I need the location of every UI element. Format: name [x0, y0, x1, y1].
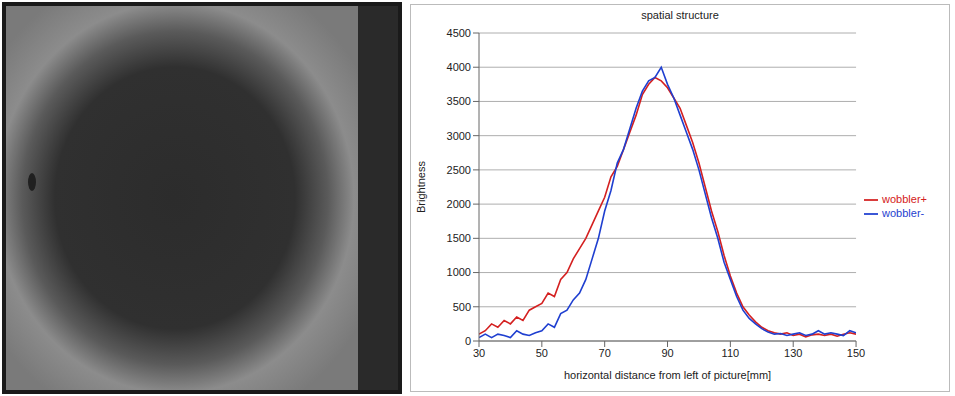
- svg-text:Brightness: Brightness: [415, 161, 427, 213]
- svg-text:2500: 2500: [447, 164, 471, 176]
- svg-text:500: 500: [453, 301, 471, 313]
- svg-text:horizontal distance from left: horizontal distance from left of picture…: [564, 369, 771, 381]
- svg-text:30: 30: [473, 347, 485, 359]
- svg-text:110: 110: [722, 347, 740, 359]
- svg-text:4000: 4000: [447, 61, 471, 73]
- html-text:wobbler+: wobbler+: [882, 192, 927, 205]
- svg-text:70: 70: [599, 347, 611, 359]
- svg-text:4500: 4500: [447, 27, 471, 39]
- svg-text:1000: 1000: [447, 266, 471, 278]
- svg-text:1500: 1500: [447, 232, 471, 244]
- svg-text:0: 0: [465, 335, 471, 347]
- html-text:wobbler-: wobbler-: [882, 207, 925, 219]
- svg-text:130: 130: [784, 347, 802, 359]
- svg-text:150: 150: [847, 347, 865, 359]
- html-text:spatial structure: spatial structure: [641, 9, 719, 21]
- svg-text:90: 90: [661, 347, 673, 359]
- svg-text:2000: 2000: [447, 198, 471, 210]
- svg-text:3000: 3000: [447, 130, 471, 142]
- svg-text:3500: 3500: [447, 95, 471, 107]
- svg-text:50: 50: [536, 347, 548, 359]
